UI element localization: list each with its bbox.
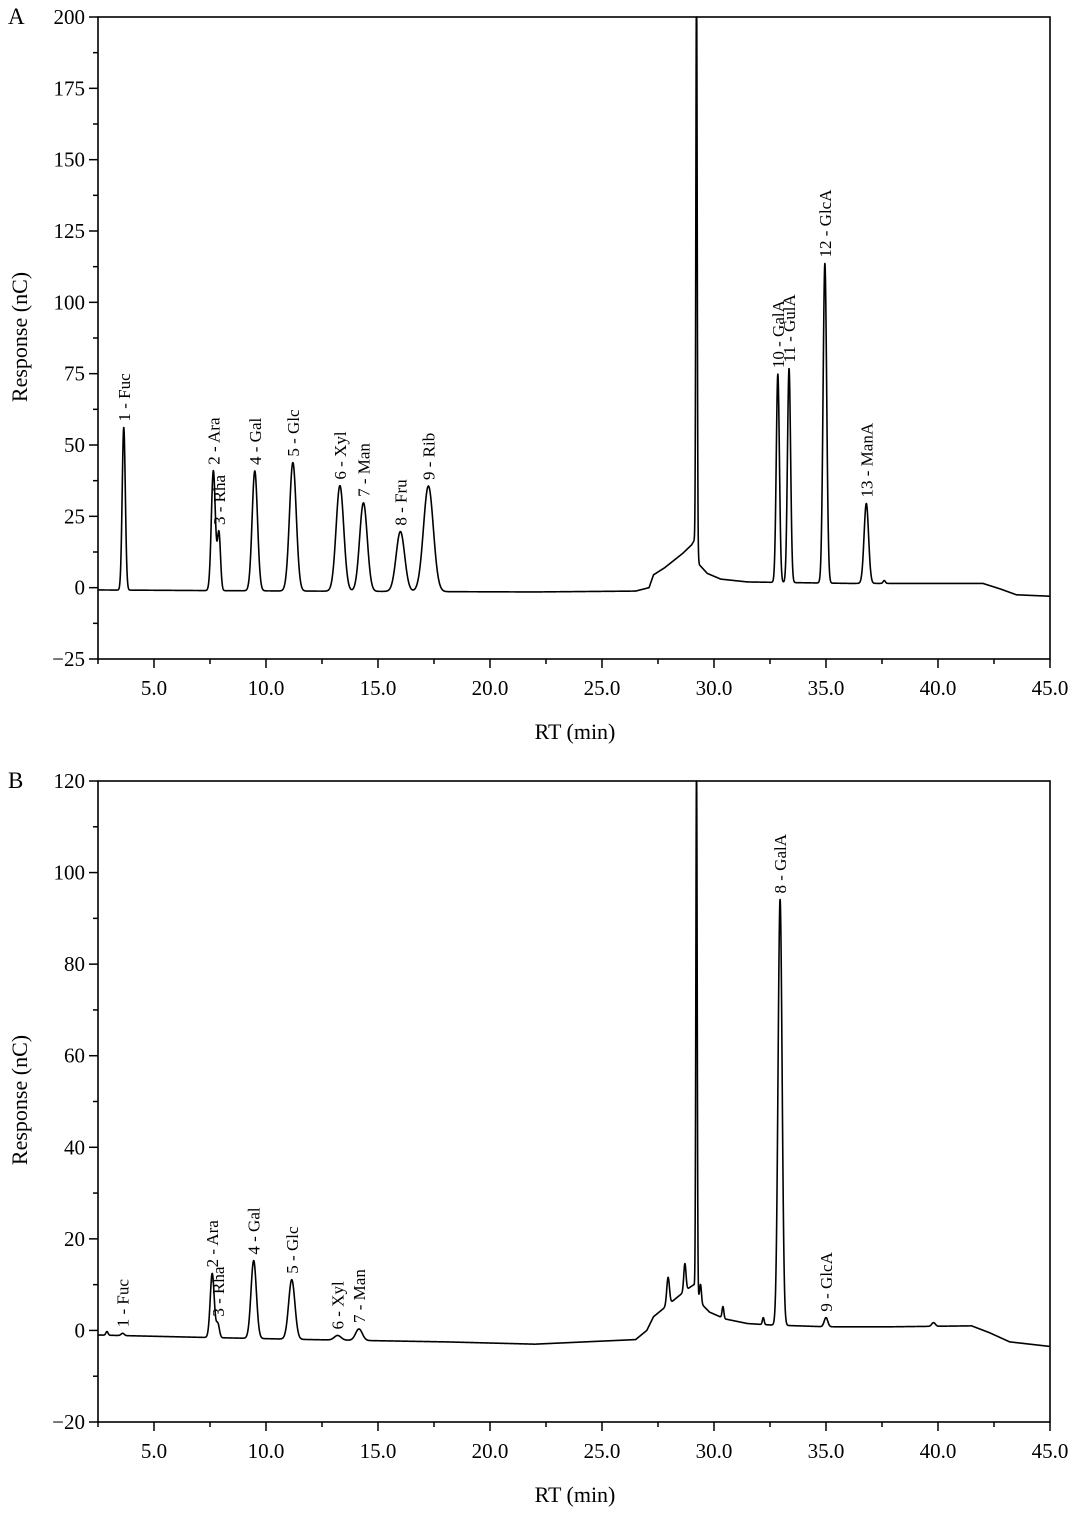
panel-letter-b: B bbox=[8, 768, 23, 793]
x-tick-label: 40.0 bbox=[920, 676, 957, 700]
y-tick-label: 0 bbox=[75, 576, 86, 600]
peak-label: 1 - Fuc bbox=[114, 1279, 133, 1328]
peak-label: 11 - GulA bbox=[780, 293, 799, 362]
peak-label: 2 - Ara bbox=[204, 417, 223, 465]
chromatogram-trace-b bbox=[97, 780, 1051, 1348]
peak-label: 4 - Gal bbox=[246, 418, 265, 465]
peak-label: 8 - GalA bbox=[771, 833, 790, 893]
y-tick-label: 40 bbox=[64, 1135, 85, 1159]
peak-label: 1 - Fuc bbox=[115, 373, 134, 422]
x-tick-label: 25.0 bbox=[584, 1439, 621, 1463]
x-tick-label: 45.0 bbox=[1032, 676, 1069, 700]
peak-label: 6 - Xyl bbox=[331, 431, 350, 479]
x-tick-label: 25.0 bbox=[584, 676, 621, 700]
peak-label: 7 - Man bbox=[350, 1269, 369, 1323]
y-axis-title-a: Response (nC) bbox=[7, 272, 32, 402]
x-tick-label: 15.0 bbox=[360, 1439, 397, 1463]
y-tick-label: 100 bbox=[54, 861, 86, 885]
axis-ticks-a bbox=[89, 16, 1051, 668]
y-tick-label: 25 bbox=[64, 504, 85, 528]
peak-label: 8 - Fru bbox=[391, 479, 410, 526]
x-tick-label: 30.0 bbox=[696, 676, 733, 700]
y-tick-label: 50 bbox=[64, 433, 85, 457]
x-tick-label: 35.0 bbox=[808, 676, 845, 700]
y-tick-label: 100 bbox=[54, 290, 86, 314]
peak-labels-a: 1 - Fuc 2 - Ara 3 - Rha 4 - Gal 5 - Glc 6 - X… bbox=[115, 189, 876, 526]
x-axis-title-b: RT (min) bbox=[535, 1482, 616, 1507]
peak-label: 9 - Rib bbox=[419, 433, 438, 480]
x-tick-label: 10.0 bbox=[248, 1439, 285, 1463]
peak-label: 9 - GlcA bbox=[817, 1251, 836, 1311]
peak-label: 10 - GalA bbox=[769, 299, 788, 368]
chart-panel-b: B Response (nC) RT (min) 5.0 10.0 15.0 20.0… bbox=[7, 768, 1068, 1507]
y-tick-label: −20 bbox=[52, 1410, 85, 1434]
x-tick-label: 30.0 bbox=[696, 1439, 733, 1463]
peak-label: 12 - GlcA bbox=[816, 189, 835, 258]
y-tick-label: 80 bbox=[64, 952, 85, 976]
y-tick-label: 0 bbox=[75, 1318, 86, 1342]
chart-panel-a: A Response (nC) RT (min) 5.0 10.0 15.0 20.0… bbox=[7, 4, 1068, 744]
plot-frame-b bbox=[97, 780, 1051, 1423]
y-tick-label: 120 bbox=[54, 769, 86, 793]
y-tick-label: 200 bbox=[54, 5, 86, 29]
x-tick-label: 10.0 bbox=[248, 676, 285, 700]
axis-ticks-b bbox=[89, 780, 1051, 1431]
y-tick-label: 175 bbox=[54, 76, 86, 100]
panel-letter-a: A bbox=[8, 4, 25, 29]
y-tick-label: 20 bbox=[64, 1227, 85, 1251]
peak-label: 5 - Glc bbox=[284, 409, 303, 457]
peak-label: 6 - Xyl bbox=[329, 1281, 348, 1329]
y-axis-title-b: Response (nC) bbox=[7, 1035, 32, 1165]
x-tick-label: 5.0 bbox=[141, 676, 167, 700]
x-tick-label: 40.0 bbox=[920, 1439, 957, 1463]
peak-label: 3 - Rha bbox=[210, 475, 229, 526]
x-tick-label: 20.0 bbox=[472, 676, 509, 700]
peak-label: 3 - Rha bbox=[209, 1266, 228, 1317]
y-tick-label: 150 bbox=[54, 148, 86, 172]
plot-frame-a bbox=[97, 16, 1051, 660]
x-tick-label: 20.0 bbox=[472, 1439, 509, 1463]
x-tick-label: 5.0 bbox=[141, 1439, 167, 1463]
y-tick-label: 75 bbox=[64, 362, 85, 386]
tick-labels-b: 5.0 10.0 15.0 20.0 25.0 30.0 35.0 40.0 45.0 −20 0 2… bbox=[52, 769, 1068, 1463]
peak-label: 5 - Glc bbox=[283, 1226, 302, 1274]
peak-label: 4 - Gal bbox=[245, 1207, 264, 1254]
y-tick-label: 125 bbox=[54, 219, 86, 243]
peak-label: 13 - ManA bbox=[857, 422, 876, 497]
tick-labels-a: 5.0 10.0 15.0 20.0 25.0 30.0 35.0 40.0 45.0 −25 0 2… bbox=[52, 5, 1068, 700]
x-axis-title-a: RT (min) bbox=[535, 719, 616, 744]
x-tick-label: 45.0 bbox=[1032, 1439, 1069, 1463]
y-tick-label: −25 bbox=[52, 647, 85, 671]
chromatogram-trace-a bbox=[97, 16, 1051, 598]
peak-label: 7 - Man bbox=[354, 443, 373, 497]
y-tick-label: 60 bbox=[64, 1044, 85, 1068]
x-tick-label: 15.0 bbox=[360, 676, 397, 700]
x-tick-label: 35.0 bbox=[808, 1439, 845, 1463]
peak-label: 2 - Ara bbox=[203, 1220, 222, 1268]
